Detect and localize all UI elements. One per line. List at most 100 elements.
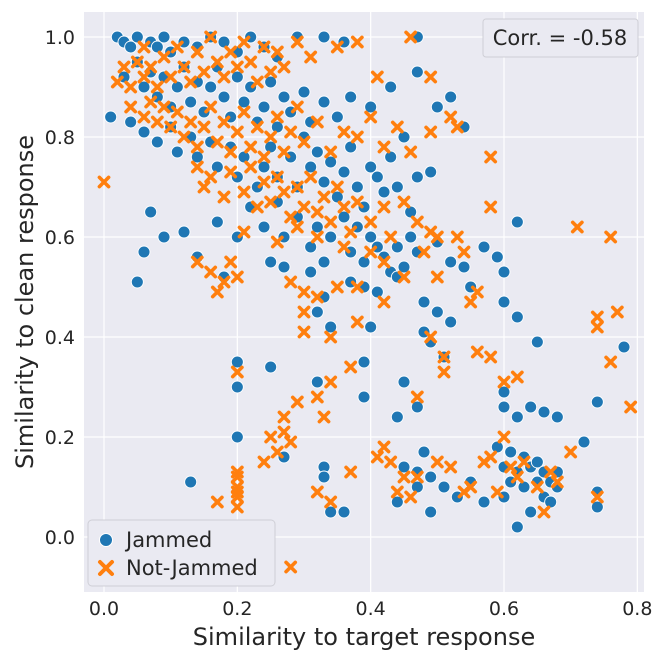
jammed-point xyxy=(124,115,138,129)
jammed-point xyxy=(217,90,231,104)
jammed-point xyxy=(170,80,184,94)
not-jammed-point xyxy=(437,350,451,364)
not-jammed-point xyxy=(324,145,338,159)
not-jammed-point xyxy=(137,110,151,124)
jammed-point xyxy=(264,75,278,89)
jammed-point xyxy=(550,410,564,424)
not-jammed-point xyxy=(397,270,411,284)
not-jammed-point xyxy=(390,485,404,499)
not-jammed-point xyxy=(464,295,478,309)
not-jammed-point xyxy=(330,40,344,54)
not-jammed-point xyxy=(237,105,251,119)
not-jammed-point xyxy=(430,455,444,469)
x-tick-label: 0.2 xyxy=(222,598,252,620)
not-jammed-point xyxy=(244,160,258,174)
not-jammed-point xyxy=(97,175,111,189)
not-jammed-point xyxy=(624,400,638,414)
jammed-point xyxy=(424,505,438,519)
not-jammed-point xyxy=(264,430,278,444)
jammed-point xyxy=(324,505,338,519)
jammed-point xyxy=(324,230,338,244)
not-jammed-point xyxy=(124,100,138,114)
not-jammed-point xyxy=(170,40,184,54)
not-jammed-point xyxy=(324,375,338,389)
jammed-point xyxy=(410,480,424,494)
jammed-point xyxy=(230,355,244,369)
jammed-point xyxy=(317,175,331,189)
not-jammed-point xyxy=(310,390,324,404)
not-jammed-point xyxy=(217,190,231,204)
not-jammed-point xyxy=(277,410,291,424)
jammed-point xyxy=(324,320,338,334)
not-jammed-point xyxy=(470,345,484,359)
y-tick-label: 0.0 xyxy=(45,527,75,549)
not-jammed-point xyxy=(330,180,344,194)
not-jammed-point xyxy=(244,140,258,154)
not-jammed-point xyxy=(430,270,444,284)
not-jammed-point xyxy=(324,215,338,229)
not-jammed-point xyxy=(284,210,298,224)
jammed-point xyxy=(184,475,198,489)
jammed-point xyxy=(177,225,191,239)
jammed-point xyxy=(217,35,231,49)
jammed-point xyxy=(397,460,411,474)
not-jammed-point xyxy=(304,50,318,64)
jammed-point xyxy=(310,375,324,389)
jammed-point xyxy=(304,265,318,279)
legend: Jammed Not-Jammed xyxy=(87,519,276,587)
y-tick-label: 1.0 xyxy=(45,27,75,49)
not-jammed-point xyxy=(484,350,498,364)
not-jammed-point xyxy=(350,315,364,329)
jammed-point xyxy=(210,215,224,229)
jammed-point xyxy=(237,150,251,164)
not-jammed-point xyxy=(590,320,604,334)
not-jammed-point xyxy=(284,125,298,139)
not-jammed-point xyxy=(284,435,298,449)
not-jammed-point xyxy=(237,225,251,239)
not-jammed-point xyxy=(217,275,231,289)
not-jammed-point xyxy=(350,130,364,144)
not-jammed-point xyxy=(530,480,544,494)
jammed-point xyxy=(184,95,198,109)
not-jammed-point xyxy=(177,130,191,144)
jammed-point xyxy=(377,185,391,199)
not-jammed-point xyxy=(284,560,298,574)
jammed-point xyxy=(404,230,418,244)
not-jammed-point xyxy=(164,70,178,84)
y-axis-label: Similarity to clean response xyxy=(11,135,39,469)
not-jammed-point xyxy=(377,200,391,214)
jammed-point xyxy=(337,210,351,224)
not-jammed-point xyxy=(270,110,284,124)
not-jammed-point xyxy=(484,450,498,464)
jammed-point xyxy=(537,405,551,419)
not-jammed-point xyxy=(344,225,358,239)
jammed-point xyxy=(410,170,424,184)
jammed-point xyxy=(430,100,444,114)
not-jammed-point xyxy=(137,40,151,54)
not-jammed-point xyxy=(564,445,578,459)
not-jammed-point xyxy=(417,245,431,259)
jammed-point xyxy=(137,125,151,139)
jammed-point xyxy=(390,180,404,194)
x-tick-label: 0.8 xyxy=(622,598,652,620)
not-jammed-point xyxy=(310,115,324,129)
not-jammed-point xyxy=(444,460,458,474)
jammed-point xyxy=(390,410,404,424)
jammed-point xyxy=(497,385,511,399)
not-jammed-point xyxy=(350,280,364,294)
x-tick-labels: 0.0 0.2 0.4 0.6 0.8 xyxy=(89,598,653,620)
jammed-point xyxy=(497,295,511,309)
jammed-point xyxy=(424,470,438,484)
jammed-point xyxy=(124,40,138,54)
jammed-point xyxy=(437,480,451,494)
jammed-point xyxy=(330,190,344,204)
jammed-point xyxy=(337,505,351,519)
not-jammed-point xyxy=(517,455,531,469)
not-jammed-point xyxy=(224,145,238,159)
jammed-point xyxy=(617,340,631,354)
not-jammed-point xyxy=(304,170,318,184)
not-jammed-point xyxy=(204,100,218,114)
not-jammed-point xyxy=(310,205,324,219)
not-jammed-point xyxy=(297,135,311,149)
not-jammed-point xyxy=(237,185,251,199)
